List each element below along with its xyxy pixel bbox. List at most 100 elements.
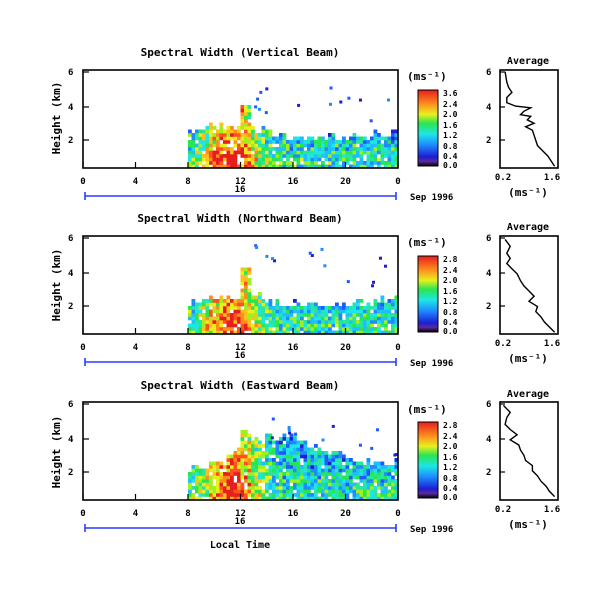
- heatmap-cell: [279, 451, 283, 455]
- heatmap-cell: [391, 316, 395, 321]
- heatmap-cell: [328, 468, 332, 473]
- heatmap-cell: [296, 316, 301, 321]
- heatmap-cell: [363, 316, 367, 321]
- heatmap-cell: [391, 302, 395, 307]
- heatmap-cell: [328, 327, 332, 331]
- heatmap-cell: [300, 143, 304, 148]
- heatmap-cell: [303, 468, 308, 473]
- average-profile-line: [504, 238, 556, 333]
- heatmap-cell: [394, 154, 399, 158]
- heatmap-cell: [338, 143, 343, 148]
- heatmap-cell: [212, 316, 217, 321]
- heatmap-cell: [233, 451, 238, 455]
- heatmap-cell: [391, 140, 395, 144]
- heatmap-cell: [216, 157, 220, 162]
- heatmap-cell: [286, 161, 290, 165]
- heatmap-cell: [366, 489, 371, 494]
- heatmap-cell: [310, 161, 315, 165]
- heatmap-cell: [237, 302, 241, 307]
- heatmap-cell: [373, 472, 378, 476]
- y-tick-label: 6: [68, 400, 73, 410]
- heatmap-cell: [369, 119, 373, 123]
- heatmap-cell: [272, 486, 276, 490]
- heatmap-cell: [307, 157, 311, 162]
- heatmap-cell: [387, 147, 392, 151]
- heatmap-cell: [226, 454, 231, 459]
- heatmap-cell: [202, 468, 206, 473]
- heatmap-cell: [380, 302, 385, 307]
- heatmap-cell: [307, 140, 311, 144]
- heatmap-cell: [275, 299, 280, 303]
- heatmap-cell: [265, 444, 269, 448]
- heatmap-cell: [240, 465, 245, 469]
- heatmap-cell: [394, 496, 399, 501]
- heatmap-cell: [202, 136, 206, 141]
- heatmap-cell: [223, 493, 227, 497]
- heatmap-cell: [209, 493, 213, 497]
- heatmap-cell: [244, 299, 248, 303]
- heatmap-cell: [209, 482, 213, 487]
- heatmap-cell: [296, 302, 301, 307]
- heatmap-cell: [240, 164, 245, 169]
- heatmap-cell: [370, 472, 374, 476]
- heatmap-cell: [338, 493, 343, 497]
- heatmap-cell: [359, 306, 364, 310]
- heatmap-cell: [244, 479, 248, 483]
- heatmap-cell: [244, 129, 248, 134]
- heatmap-cell: [279, 320, 283, 324]
- heatmap-cell: [296, 320, 301, 324]
- heatmap-cell: [307, 143, 311, 148]
- heatmap-cell: [286, 496, 290, 501]
- heatmap-cell: [275, 320, 280, 324]
- heatmap-cell: [394, 327, 399, 331]
- heatmap-cell: [244, 108, 248, 113]
- heatmap-cell: [335, 451, 339, 455]
- heatmap-cell: [247, 164, 252, 169]
- heatmap-cell: [331, 493, 336, 497]
- heatmap-cell: [321, 496, 325, 501]
- heatmap-cell: [247, 161, 252, 165]
- heatmap-cell: [366, 323, 371, 328]
- heatmap-cell: [282, 465, 287, 469]
- heatmap-cell: [258, 493, 262, 497]
- heatmap-cell: [331, 454, 336, 459]
- heatmap-cell: [233, 458, 238, 462]
- heatmap-cell: [300, 468, 304, 473]
- heatmap-cell: [247, 302, 252, 307]
- heatmap-cell: [212, 465, 217, 469]
- heatmap-cell: [366, 302, 371, 307]
- heatmap-cell: [230, 306, 234, 310]
- heatmap-cell: [209, 465, 213, 469]
- heatmap-cell: [331, 472, 336, 476]
- heatmap-cell: [310, 327, 315, 331]
- heatmap-cell: [317, 461, 322, 466]
- heatmap-cell: [195, 154, 199, 158]
- heatmap-cell: [391, 299, 395, 303]
- heatmap-cell: [251, 493, 255, 497]
- heatmap-cell: [230, 472, 234, 476]
- heatmap-cell: [202, 313, 206, 317]
- heatmap-cell: [300, 496, 304, 501]
- heatmap-cell: [261, 489, 266, 494]
- heatmap-cell: [237, 126, 241, 130]
- heatmap-cell: [349, 143, 353, 148]
- heatmap-cell: [387, 161, 392, 165]
- heatmap-cell: [240, 309, 245, 314]
- heatmap-cell: [324, 323, 329, 328]
- heatmap-cell: [261, 451, 266, 455]
- heatmap-cell: [230, 327, 234, 331]
- heatmap-cell: [370, 482, 374, 487]
- heatmap-cell: [212, 327, 217, 331]
- heatmap-cell: [394, 143, 399, 148]
- heatmap-cell: [286, 164, 290, 169]
- heatmap-cell: [321, 493, 325, 497]
- heatmap-cell: [366, 164, 371, 169]
- heatmap-cell: [223, 465, 227, 469]
- heatmap-cell: [282, 479, 287, 483]
- heatmap-cell: [219, 475, 224, 480]
- heatmap-cell: [310, 465, 315, 469]
- heatmap-cell: [195, 496, 199, 501]
- heatmap-cell: [268, 444, 273, 448]
- heatmap-cell: [342, 479, 346, 483]
